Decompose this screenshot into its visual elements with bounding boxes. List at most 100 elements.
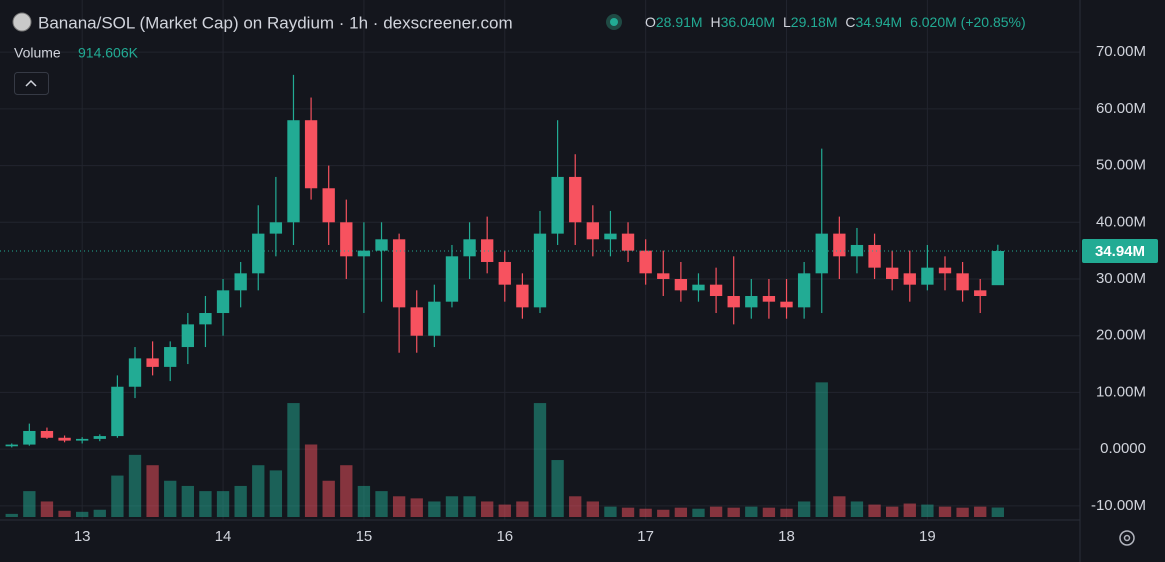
x-tick-label: 18: [778, 528, 795, 545]
volume-bar: [269, 470, 283, 517]
candle-body: [304, 120, 318, 189]
volume-bar: [938, 506, 952, 517]
ohlc-value: 36.040M: [721, 14, 775, 30]
candle-body: [745, 296, 758, 308]
volume-bar: [199, 491, 212, 517]
volume-bar: [111, 475, 124, 517]
last-price-label: 34.94M: [1095, 243, 1145, 260]
last-price-box: [1082, 238, 1158, 263]
volume-bar: [93, 509, 106, 517]
volume-bar: [516, 501, 529, 517]
volume-bar: [850, 501, 864, 517]
volume-bar: [533, 403, 547, 517]
volume-bar: [5, 513, 18, 517]
y-tick-label: -10.00M: [1091, 497, 1146, 514]
candle-body: [921, 267, 934, 285]
candle-body: [551, 176, 564, 234]
volume-bar: [234, 485, 247, 517]
volume-bar: [956, 507, 969, 517]
x-tick-label: 14: [215, 528, 232, 545]
candle-body: [886, 267, 899, 279]
candle-body: [586, 222, 599, 240]
volume-bar: [340, 465, 353, 517]
collapse-icon: [25, 79, 37, 87]
candle-body: [780, 301, 793, 308]
volume-bar: [463, 496, 476, 517]
y-tick-label: 40.00M: [1096, 213, 1146, 230]
y-tick-label: 10.00M: [1096, 383, 1146, 400]
volume-bar: [833, 496, 846, 517]
ohlc-key: C: [845, 14, 855, 30]
chart-title: Banana/SOL (Market Cap) on Raydium · 1h …: [38, 13, 513, 32]
volume-bar: [357, 485, 371, 517]
candle-body: [621, 233, 635, 251]
volume-bar: [974, 506, 987, 517]
candle-body: [639, 250, 652, 274]
volume-bar: [991, 507, 1004, 517]
candle-body: [938, 267, 952, 274]
volume-bar: [40, 501, 54, 517]
x-tick-label: 19: [919, 528, 936, 545]
collapse-button[interactable]: [14, 72, 49, 95]
candle-body: [23, 430, 36, 445]
volume-bar: [322, 480, 335, 517]
volume-bar: [797, 501, 811, 517]
candle-body: [76, 438, 89, 441]
volume-bar: [762, 507, 776, 517]
volume-bar: [886, 506, 899, 517]
candle-body: [93, 436, 106, 439]
volume-bar: [216, 491, 230, 517]
candle-body: [657, 273, 670, 279]
candle-body: [128, 358, 142, 387]
y-tick-label: 20.00M: [1096, 327, 1146, 344]
marks: [0, 74, 1080, 517]
candle-body: [674, 278, 688, 291]
volume-bar: [586, 501, 599, 517]
candle-body: [516, 284, 529, 308]
candle-body: [445, 256, 459, 302]
volume-bar: [128, 454, 142, 517]
candle-body: [58, 437, 71, 441]
token-icon: [12, 12, 32, 32]
volume-bar: [815, 382, 828, 517]
candle-body: [498, 261, 511, 285]
candle-body: [146, 358, 159, 367]
candle-body: [956, 273, 969, 291]
y-tick-label: 0.0000: [1100, 440, 1146, 457]
volume-bar: [375, 491, 388, 517]
volume-bar: [903, 503, 916, 517]
y-tick-label: 60.00M: [1096, 100, 1146, 117]
volume-bar: [780, 508, 793, 517]
candle-body: [991, 250, 1004, 286]
ohlc-value: 28.91M: [656, 14, 703, 30]
x-tick-label: 16: [496, 528, 513, 545]
volume-bar: [481, 501, 494, 517]
volume-bar: [164, 480, 177, 517]
volume-bar: [745, 506, 758, 517]
settings-icon[interactable]: [1119, 530, 1135, 546]
candle-body: [815, 233, 828, 274]
x-tick-label: 13: [74, 528, 91, 545]
volume-value: 914.606K: [78, 45, 139, 61]
ohlc-key: H: [710, 14, 720, 30]
candle-body: [252, 233, 265, 274]
volume-bar: [76, 511, 89, 517]
change: 6.020M (+20.85%): [910, 14, 1026, 30]
candle-body: [974, 290, 987, 297]
candle-body: [40, 430, 54, 438]
ohlc-value: 34.94M: [856, 14, 903, 30]
candle-body: [463, 239, 476, 257]
volume-bar: [692, 508, 705, 517]
candle-body: [357, 250, 371, 257]
volume-bar: [551, 460, 564, 517]
ohlc: O28.91M H36.040M L29.18M C34.94M 6.020M …: [645, 14, 1026, 30]
volume-bar: [621, 507, 635, 517]
candle-body: [111, 386, 124, 437]
ohlc-key: O: [645, 14, 656, 30]
candle-body: [287, 120, 300, 223]
candle-body: [164, 347, 177, 367]
candle-body: [181, 324, 194, 348]
